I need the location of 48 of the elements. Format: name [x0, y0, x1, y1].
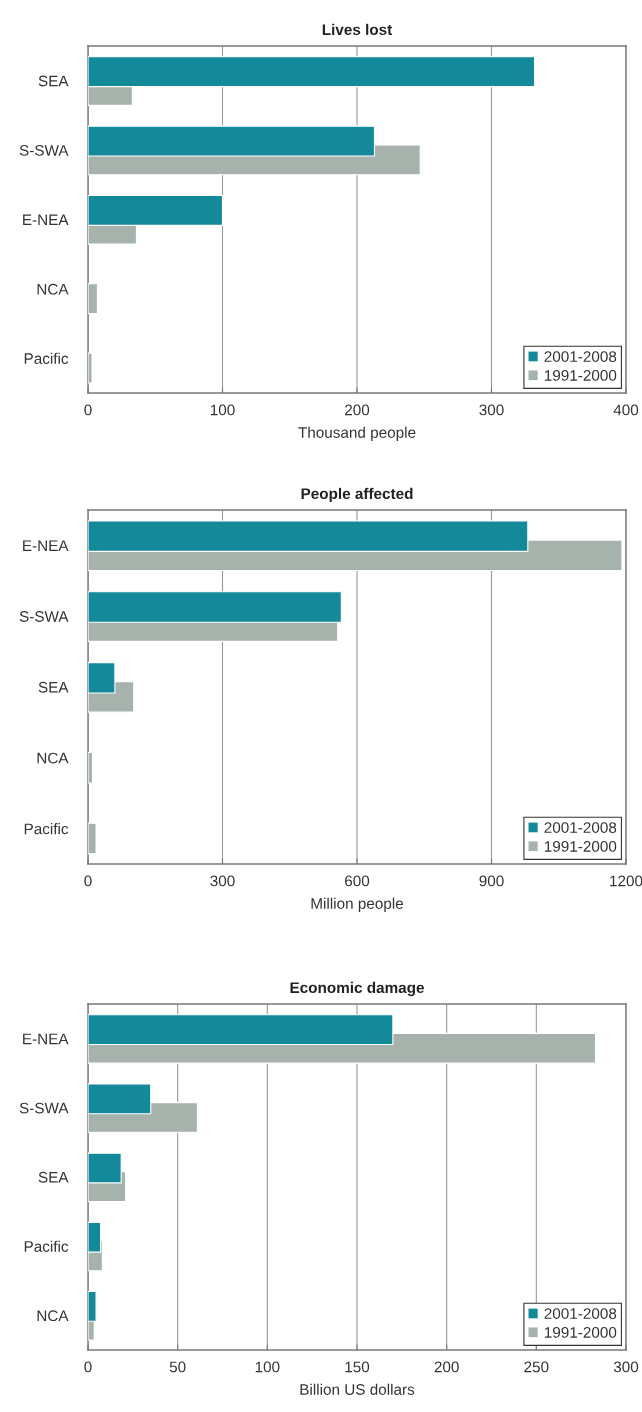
x-tick-label: 400	[613, 404, 639, 416]
y-tick-label: Pacific	[24, 823, 69, 835]
y-tick-label: S-SWA	[19, 611, 69, 622]
x-tick-label: 100	[255, 1361, 280, 1373]
x-axis-title: Thousand people	[298, 426, 416, 441]
y-tick-label: Pacific	[24, 352, 69, 364]
legend-label: 1991-2000	[544, 1326, 617, 1338]
bar	[88, 352, 93, 384]
chart-title: Lives lost	[322, 23, 393, 36]
x-tick-label: 300	[210, 875, 235, 887]
y-tick-label: S-SWA	[19, 1102, 69, 1114]
legend-label: 2001-2008	[544, 1308, 617, 1319]
x-tick-label: 150	[345, 1361, 370, 1373]
bar	[88, 822, 97, 855]
x-tick-label: 250	[524, 1361, 549, 1373]
legend-label: 1991-2000	[544, 840, 617, 852]
y-tick-label: SEA	[38, 1171, 69, 1183]
x-tick-label: 200	[434, 1361, 459, 1373]
y-tick-label: SEA	[38, 75, 69, 87]
y-tick-label: E-NEA	[23, 214, 69, 226]
x-tick-label: 1200	[610, 875, 642, 887]
y-tick-label: NCA	[37, 1310, 69, 1322]
x-tick-label: 0	[84, 875, 92, 887]
legend-label: 1991-2000	[544, 370, 617, 381]
x-axis-title: Million people	[311, 897, 404, 912]
legend-label: 2001-2008	[544, 351, 617, 362]
x-tick-label: 600	[345, 875, 370, 887]
legend-label: 2001-2008	[544, 822, 617, 833]
chart-title: People affected	[301, 487, 413, 503]
y-tick-label: E-NEA	[23, 540, 69, 551]
y-tick-label: Pacific	[24, 1240, 69, 1252]
bar	[88, 751, 94, 784]
x-tick-label: 100	[210, 404, 235, 416]
x-tick-label: 50	[169, 1361, 186, 1373]
bar	[88, 283, 98, 315]
x-tick-label: 300	[613, 1361, 639, 1373]
x-tick-label: 200	[345, 404, 370, 416]
x-axis-title: Billion US dollars	[300, 1383, 415, 1395]
chart-title: Economic damage	[290, 981, 424, 997]
y-tick-label: SEA	[38, 681, 69, 693]
y-tick-label: E-NEA	[23, 1033, 69, 1045]
y-tick-label: NCA	[37, 752, 69, 764]
y-tick-label: S-SWA	[19, 144, 69, 156]
x-tick-label: 0	[84, 404, 92, 416]
y-tick-label: NCA	[37, 283, 69, 295]
x-tick-label: 900	[479, 875, 504, 887]
x-tick-label: 0	[84, 1361, 92, 1373]
x-tick-label: 300	[479, 404, 504, 416]
